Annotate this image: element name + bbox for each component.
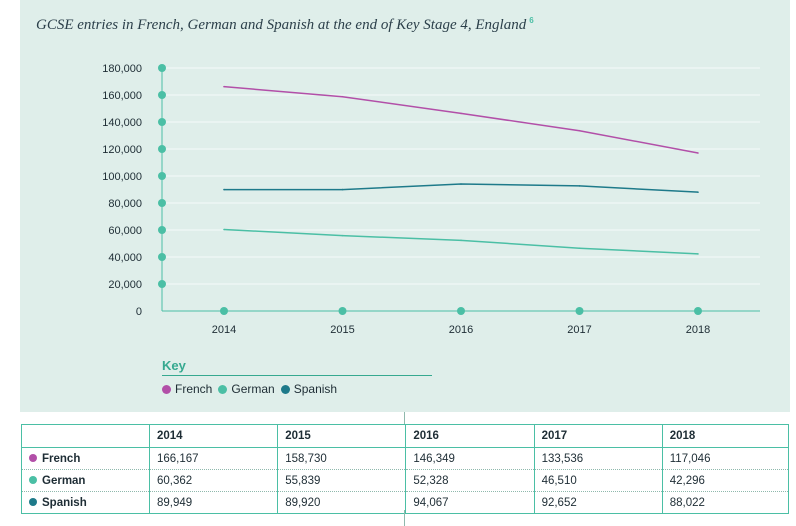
table-cell: 158,730 — [277, 447, 407, 470]
x-tick-label: 2016 — [449, 324, 473, 336]
y-tick-label: 160,000 — [102, 90, 142, 102]
y-axis-dot — [158, 145, 166, 153]
row-dot-icon — [29, 476, 37, 485]
footnote-marker: 6 — [529, 16, 534, 25]
data-point-french — [697, 152, 699, 154]
row-dot-icon — [29, 454, 37, 463]
legend-label: German — [231, 382, 275, 396]
x-axis-dot — [694, 307, 702, 315]
table-row: French 166,167 158,730 146,349 133,536 117,04… — [21, 447, 790, 470]
table-cell: 52,328 — [405, 469, 535, 492]
table-row: German 60,362 55,839 52,328 46,510 42,296 — [21, 469, 790, 492]
table-cell: 117,046 — [661, 447, 790, 470]
data-point-german — [578, 247, 581, 250]
y-tick-label: 40,000 — [108, 252, 142, 264]
table-corner-cell — [21, 424, 150, 448]
x-tick-label: 2014 — [212, 324, 236, 336]
center-divider-middle — [404, 412, 405, 424]
y-tick-label: 120,000 — [102, 144, 142, 156]
legend: French German Spanish — [162, 382, 337, 396]
y-axis-dot — [158, 199, 166, 207]
data-point-spanish — [578, 185, 581, 187]
table-cell: 166,167 — [148, 447, 279, 470]
data-point-german — [223, 228, 225, 231]
data-table: 2014 2015 2016 2017 2018 French 166,167 158,73… — [21, 424, 790, 514]
x-tick-label: 2015 — [330, 324, 354, 336]
table-cell: 89,949 — [148, 491, 279, 514]
table-cell: 94,067 — [405, 491, 535, 514]
y-axis-dot — [158, 280, 166, 288]
table-cell: 55,839 — [277, 469, 407, 492]
data-point-spanish — [341, 188, 344, 191]
data-point-spanish — [697, 191, 699, 193]
data-point-spanish — [460, 183, 462, 185]
table-cell: 89,920 — [277, 491, 407, 514]
table-row-label: Spanish — [21, 491, 150, 514]
data-point-spanish — [223, 188, 225, 191]
legend-dot-icon — [162, 384, 171, 394]
legend-item-spanish: Spanish — [280, 382, 338, 396]
key-rule — [162, 375, 432, 376]
y-tick-label: 20,000 — [108, 279, 142, 291]
x-axis-dot — [457, 307, 465, 315]
center-divider-bottom — [404, 510, 405, 526]
data-point-german — [460, 239, 462, 242]
key-title: Key — [162, 358, 186, 373]
table-cell: 42,296 — [661, 469, 790, 492]
legend-dot-icon — [218, 384, 228, 394]
table-row: Spanish 89,949 89,920 94,067 92,652 88,022 — [21, 491, 790, 514]
x-tick-label: 2017 — [567, 324, 591, 336]
table-row-label: German — [21, 469, 150, 492]
data-point-french — [460, 112, 462, 115]
table-cell: 146,349 — [405, 447, 535, 470]
data-point-french — [341, 95, 344, 98]
y-axis-dot — [158, 64, 166, 72]
table-cell: 92,652 — [533, 491, 663, 514]
table-cell: 88,022 — [661, 491, 790, 514]
x-axis-dot — [338, 307, 347, 315]
y-axis-dot — [158, 91, 166, 99]
row-dot-icon — [29, 498, 37, 507]
y-axis-dot — [158, 253, 166, 261]
data-point-german — [341, 234, 344, 237]
series-line-spanish — [223, 183, 699, 193]
x-axis-dot — [575, 307, 584, 315]
y-tick-label: 140,000 — [102, 117, 142, 129]
table-cell: 46,510 — [533, 469, 663, 492]
line-chart: 180,000 160,000 140,000 120,000 100,000 80,00… — [102, 63, 760, 336]
table-header-row: 2014 2015 2016 2017 2018 — [21, 424, 790, 448]
legend-label: French — [175, 382, 213, 396]
y-tick-label: 80,000 — [108, 198, 142, 210]
legend-item-german: German — [218, 382, 275, 396]
table-cell: 133,536 — [533, 447, 663, 470]
series-line-german — [223, 228, 699, 255]
legend-dot-icon — [280, 384, 290, 394]
legend-label: Spanish — [293, 382, 338, 396]
table-header-cell: 2014 — [148, 424, 279, 448]
y-axis-dot — [158, 172, 166, 180]
chart-title: GCSE entries in French, German and Spani… — [36, 16, 534, 33]
legend-item-french: French — [162, 382, 212, 396]
y-tick-label: 0 — [136, 306, 142, 318]
y-tick-label: 60,000 — [108, 225, 142, 237]
table-header-cell: 2018 — [661, 424, 790, 448]
data-point-french — [223, 85, 225, 88]
y-tick-label: 100,000 — [102, 171, 142, 183]
chart-panel: GCSE entries in French, German and Spani… — [20, 0, 790, 412]
table-header-cell: 2015 — [277, 424, 407, 448]
x-axis-dot — [220, 307, 228, 315]
y-axis-dot — [158, 118, 166, 126]
data-point-french — [578, 129, 581, 132]
table-row-label: French — [21, 447, 150, 470]
table-cell: 60,362 — [148, 469, 279, 492]
table-header-cell: 2016 — [405, 424, 535, 448]
table-header-cell: 2017 — [533, 424, 663, 448]
data-point-german — [697, 253, 699, 255]
y-axis-dot — [158, 226, 166, 234]
series-line-french — [223, 85, 699, 154]
x-tick-label: 2018 — [686, 324, 710, 336]
y-tick-label: 180,000 — [102, 63, 142, 75]
